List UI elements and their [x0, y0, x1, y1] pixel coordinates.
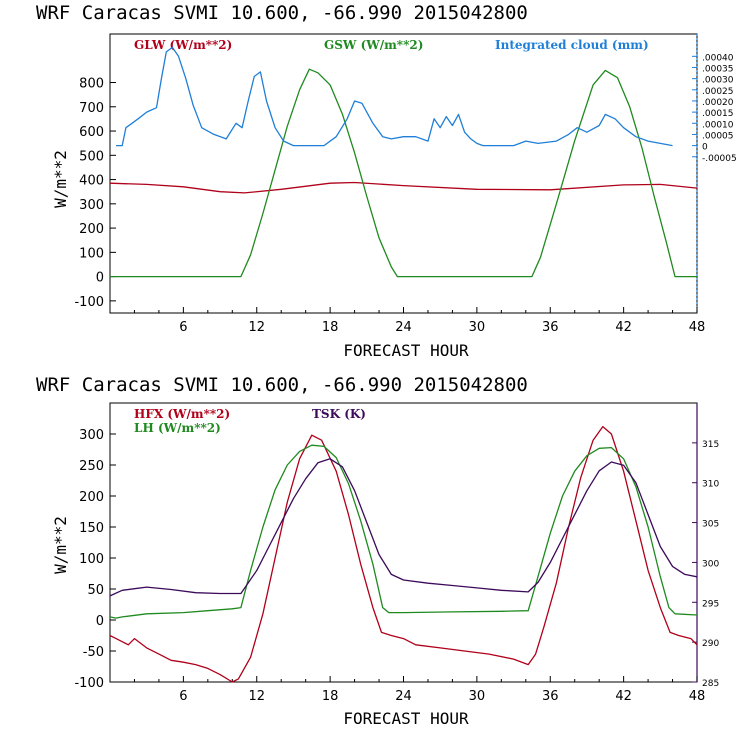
bottom-x-ticks: 6 12 18 24 30 36 42 48 — [133, 676, 706, 704]
y-tick-label: 600 — [79, 125, 104, 140]
series-line-integrated — [116, 46, 673, 147]
x-tick-label: 6 — [179, 320, 187, 335]
top-y-ticks: -100 0 100 200 300 400 500 600 700 800 — [74, 77, 116, 310]
top-plot-frame — [109, 33, 698, 314]
bottom-y-ticks: -100 -50 0 50 100 150 200 250 300 — [74, 428, 116, 691]
legend-lh: LH (W/m**2) — [134, 421, 221, 435]
y-tick-label: 100 — [79, 552, 104, 567]
right-tick-label: 305 — [702, 520, 719, 530]
bottom-y-axis-label: W/m**2 — [51, 516, 70, 574]
right-tick-label: 0 — [702, 143, 708, 153]
x-tick-label: 42 — [615, 689, 632, 704]
right-tick-label: 315 — [702, 440, 719, 450]
legend-gsw: GSW (W/m**2) — [324, 38, 423, 52]
x-tick-label: 30 — [469, 320, 486, 335]
series-line-lh — [109, 444, 698, 619]
x-tick-label: 12 — [248, 320, 265, 335]
y-tick-label: 300 — [79, 198, 104, 213]
y-tick-label: 400 — [79, 174, 104, 189]
series-line-hfx — [109, 425, 698, 683]
right-tick-label: .00015 — [702, 109, 734, 119]
right-tick-label: .00035 — [702, 64, 734, 74]
y-tick-label: 200 — [79, 222, 104, 237]
x-tick-label: 18 — [322, 689, 339, 704]
y-tick-label: 100 — [79, 246, 104, 261]
y-tick-label: 150 — [79, 521, 104, 536]
x-tick-label: 36 — [542, 689, 559, 704]
x-tick-label: 42 — [615, 320, 632, 335]
series-line-gsw — [110, 68, 697, 278]
y-tick-label: 0 — [96, 271, 104, 286]
x-tick-label: 48 — [689, 689, 706, 704]
bottom-chart: WRF Caracas SVMI 10.600, -66.990 2015042… — [36, 374, 719, 728]
y-tick-label: 500 — [79, 149, 104, 164]
right-tick-label: 290 — [702, 639, 719, 649]
legend-integrated-cloud: Integrated cloud (mm) — [495, 38, 649, 52]
y-tick-label: 700 — [79, 101, 104, 116]
y-tick-label: 50 — [87, 583, 104, 598]
top-series-group — [109, 46, 698, 278]
y-tick-label: -100 — [74, 676, 104, 691]
right-tick-label: .00020 — [702, 98, 734, 108]
x-tick-label: 12 — [248, 689, 265, 704]
top-x-axis-label: FORECAST HOUR — [343, 341, 469, 360]
right-tick-label: .00005 — [702, 131, 734, 141]
x-tick-label: 36 — [542, 320, 559, 335]
y-tick-label: 300 — [79, 428, 104, 443]
top-chart: WRF Caracas SVMI 10.600, -66.990 2015042… — [36, 2, 737, 360]
y-tick-label: 0 — [96, 614, 104, 629]
y-tick-label: 200 — [79, 490, 104, 505]
x-tick-label: 30 — [469, 689, 486, 704]
right-tick-label: .00030 — [702, 76, 734, 86]
top-right-ticks: .00040.00035.00030.00025.00020.00015.000… — [692, 53, 737, 164]
x-tick-label: 24 — [395, 320, 412, 335]
series-line-tsk — [109, 458, 698, 597]
x-tick-label: 18 — [322, 320, 339, 335]
top-y-axis-label: W/m**2 — [51, 150, 70, 208]
right-tick-label: .00040 — [702, 53, 734, 63]
right-tick-label: 310 — [702, 480, 719, 490]
top-x-ticks: 6 12 18 24 30 36 42 48 — [133, 307, 706, 335]
x-tick-label: 24 — [395, 689, 412, 704]
y-tick-label: 250 — [79, 459, 104, 474]
right-tick-label: 295 — [702, 599, 719, 609]
legend-tsk: TSK (K) — [312, 407, 366, 421]
top-chart-title: WRF Caracas SVMI 10.600, -66.990 2015042… — [36, 2, 528, 24]
right-tick-label: .00025 — [702, 87, 734, 97]
y-tick-label: 800 — [79, 77, 104, 92]
right-tick-label: .00010 — [702, 120, 734, 130]
bottom-x-axis-label: FORECAST HOUR — [343, 709, 469, 728]
bottom-series-group — [109, 425, 698, 683]
legend-hfx: HFX (W/m**2) — [134, 407, 230, 421]
series-line-glw — [109, 181, 698, 194]
y-tick-label: -50 — [83, 645, 104, 660]
x-tick-label: 48 — [689, 320, 706, 335]
legend-glw: GLW (W/m**2) — [134, 38, 232, 52]
x-tick-label: 6 — [179, 689, 187, 704]
right-tick-label: 300 — [702, 559, 719, 569]
right-tick-label: 285 — [702, 679, 719, 689]
bottom-chart-title: WRF Caracas SVMI 10.600, -66.990 2015042… — [36, 374, 528, 396]
y-tick-label: -100 — [74, 295, 104, 310]
bottom-right-ticks: 285 290 295 300 305 310 315 — [692, 440, 719, 689]
right-tick-label: -.00005 — [702, 154, 737, 164]
bottom-plot-frame — [109, 402, 698, 683]
